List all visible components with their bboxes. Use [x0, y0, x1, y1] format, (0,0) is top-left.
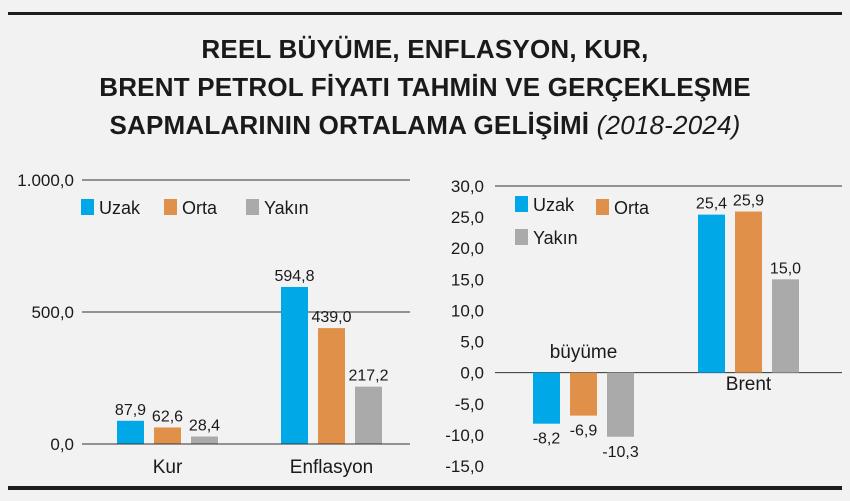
y-tick-label: 25,0: [451, 208, 484, 227]
legend-label: Yakın: [264, 198, 309, 218]
y-tick-label: 15,0: [451, 270, 484, 289]
bar-orta-brent: [735, 211, 762, 373]
bar-uzak-büyüme: [533, 372, 560, 424]
y-tick-label: 10,0: [451, 301, 484, 320]
data-label: 25,4: [696, 196, 727, 213]
data-label: 217,2: [348, 368, 388, 385]
legend-swatch-yakın: [515, 229, 528, 245]
y-tick-label: -15,0: [445, 457, 484, 476]
legend-swatch-uzak: [515, 196, 528, 212]
y-tick-label: 0,0: [50, 435, 74, 454]
bar-orta-büyüme: [570, 372, 597, 416]
title-line-3-text: SAPMALARININ ORTALAMA GELİŞİMİ: [109, 110, 590, 140]
y-tick-label: 500,0: [31, 303, 74, 322]
bottom-rule: [8, 486, 842, 490]
category-label: Enflasyon: [290, 457, 373, 478]
title-line-2: BRENT PETROL FİYATI TAHMİN VE GERÇEKLEŞM…: [99, 72, 751, 102]
bar-yakın-kur: [191, 436, 218, 444]
bar-yakın-büyüme: [607, 372, 634, 437]
y-tick-label: 1.000,0: [17, 171, 74, 190]
y-tick-label: -10,0: [445, 426, 484, 445]
data-label: 15,0: [770, 260, 801, 277]
data-label: -8,2: [533, 431, 561, 448]
y-tick-label: 5,0: [460, 333, 484, 352]
legend-swatch-orta: [164, 199, 177, 215]
bar-uzak-enflasyon: [281, 286, 308, 444]
data-label: 87,9: [115, 402, 146, 419]
bar-uzak-kur: [117, 420, 144, 444]
y-tick-label: 0,0: [460, 364, 484, 383]
legend-label: Orta: [182, 198, 218, 218]
data-label: 594,8: [274, 268, 314, 285]
data-label: 25,9: [733, 193, 764, 210]
legend-swatch-yakın: [246, 199, 259, 215]
bar-orta-enflasyon: [318, 328, 345, 444]
legend-label: Orta: [614, 198, 650, 218]
data-label: -10,3: [602, 444, 639, 461]
title-line-3: SAPMALARININ ORTALAMA GELİŞİMİ (2018-202…: [0, 106, 850, 144]
category-label: Kur: [153, 457, 183, 478]
y-tick-label: 20,0: [451, 239, 484, 258]
legend-label: Yakın: [533, 228, 578, 248]
title-years: (2018-2024): [596, 110, 741, 140]
category-label: büyüme: [550, 342, 618, 363]
data-label: 28,4: [189, 418, 220, 435]
bar-uzak-brent: [698, 214, 725, 373]
y-tick-label: 30,0: [451, 177, 484, 196]
bar-yakın-brent: [772, 279, 799, 373]
y-tick-label: -5,0: [455, 395, 484, 414]
chart-title: REEL BÜYÜME, ENFLASYON, KUR, BRENT PETRO…: [0, 30, 850, 144]
title-line-1: REEL BÜYÜME, ENFLASYON, KUR,: [201, 34, 649, 64]
legend-swatch-orta: [596, 199, 609, 215]
top-rule: [8, 12, 842, 15]
bar-orta-kur: [154, 427, 181, 444]
bar-yakın-enflasyon: [355, 386, 382, 444]
data-label: 62,6: [152, 408, 183, 425]
category-label: Brent: [726, 374, 772, 395]
legend-swatch-uzak: [81, 199, 94, 215]
legend-label: Uzak: [533, 195, 575, 215]
data-label: 439,0: [311, 309, 351, 326]
data-label: -6,9: [570, 423, 598, 440]
legend-label: Uzak: [99, 198, 141, 218]
